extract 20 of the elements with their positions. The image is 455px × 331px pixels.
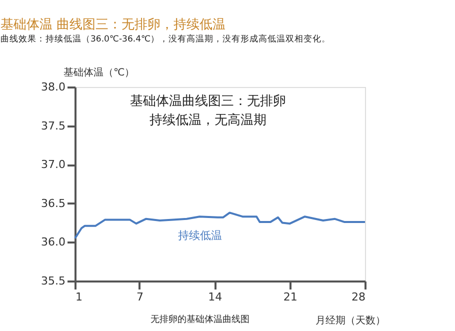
x-axis-title: 月经期（天数） bbox=[316, 314, 386, 326]
annotation: 持续低温 bbox=[178, 229, 222, 242]
y-tick-label: 37.5 bbox=[41, 119, 66, 132]
chart-title: 基础体温 曲线图三：无排卵，持续低温 bbox=[0, 18, 226, 32]
x-tick-label: 28 bbox=[352, 290, 366, 304]
x-tick-label: 14 bbox=[208, 290, 222, 304]
y-tick-label: 36.5 bbox=[41, 196, 66, 210]
text: 无排卵的基础体温曲线图 bbox=[150, 314, 250, 325]
annotation: 基础体温曲线图三：无排卵 bbox=[130, 94, 286, 109]
x-tick-label: 21 bbox=[283, 290, 298, 304]
x-tick-label: 1 bbox=[76, 290, 82, 304]
chart-subtitle: 曲线效果：持续低温（36.0℃-36.4℃），没有高温期，没有形成高低温双相变化。 bbox=[0, 34, 331, 44]
annotation: 持续低温，无高温期 bbox=[150, 112, 266, 128]
y-axis-title: 基础体温（℃） bbox=[64, 66, 135, 78]
line-series bbox=[74, 212, 366, 240]
y-tick-label: 37.0 bbox=[41, 158, 66, 172]
y-tick-label: 36.0 bbox=[41, 236, 66, 249]
x-tick-label: 7 bbox=[136, 290, 144, 304]
y-tick-label: 35.5 bbox=[41, 274, 66, 288]
y-tick-label: 38.0 bbox=[41, 80, 66, 94]
